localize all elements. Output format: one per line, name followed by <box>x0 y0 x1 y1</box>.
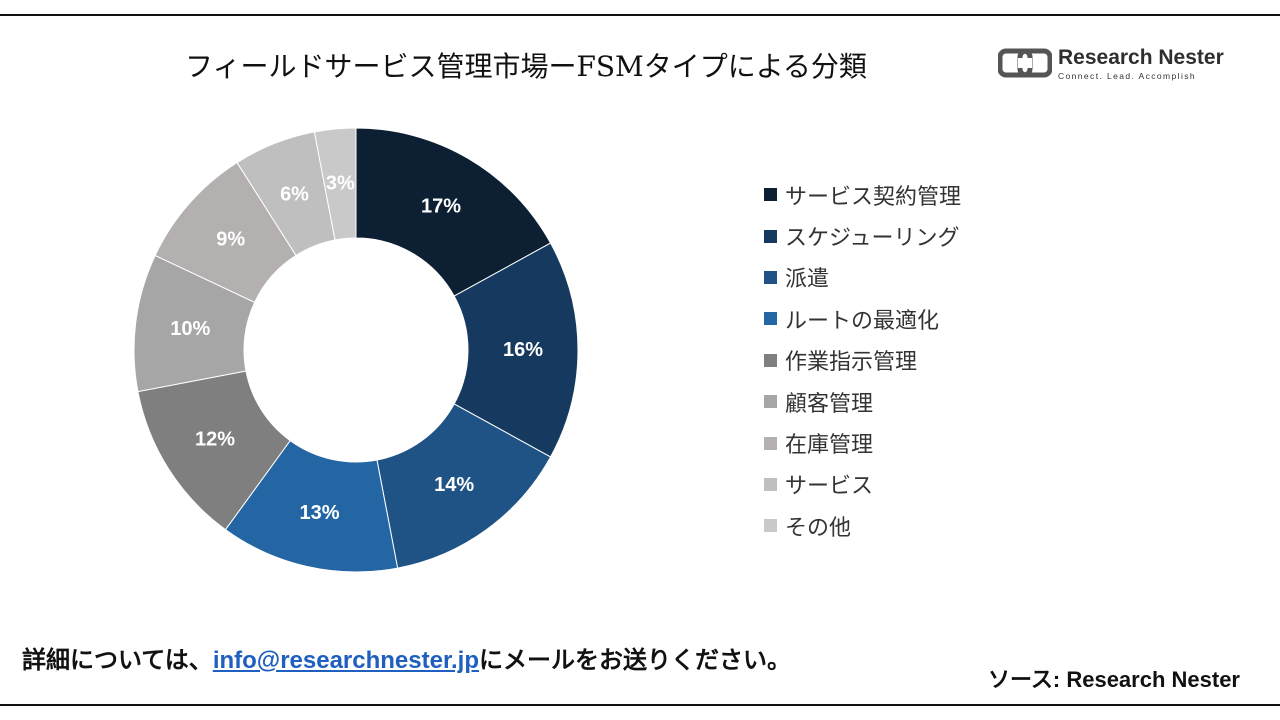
data-label-5: 12% <box>195 428 235 450</box>
legend-item-2: スケジューリング <box>764 215 961 256</box>
legend-item-7: 在庫管理 <box>764 422 961 463</box>
data-label-8: 6% <box>280 184 309 206</box>
legend-item-9: その他 <box>764 505 961 546</box>
legend-label-4: ルートの最適化 <box>785 308 940 334</box>
legend-swatch-4 <box>764 312 777 326</box>
legend-label-8: サービス <box>785 474 874 500</box>
legend-label-3: 派遣 <box>785 267 830 293</box>
legend-swatch-3 <box>764 270 777 284</box>
legend-item-6: 顧客管理 <box>764 381 961 422</box>
donut-slice-9 <box>313 127 357 241</box>
legend-label-5: 作業指示管理 <box>785 350 918 376</box>
legend-item-4: ルートの最適化 <box>764 298 961 339</box>
data-label-6: 10% <box>170 318 210 340</box>
legend-swatch-8 <box>764 477 777 491</box>
donut-slice-1 <box>355 127 552 297</box>
bottom-rule <box>0 704 1280 706</box>
contact-email-link[interactable]: info@researchnester.jp <box>212 647 479 674</box>
legend-swatch-7 <box>764 436 777 450</box>
legend-swatch-5 <box>764 353 777 367</box>
data-label-3: 14% <box>434 474 474 496</box>
legend-label-6: 顧客管理 <box>785 391 874 417</box>
chart-legend: サービス契約管理 スケジューリング 派遣ルートの最適化 作業指示管理 顧客管理在庫管理サ… <box>764 174 961 547</box>
legend-label-7: 在庫管理 <box>785 433 874 459</box>
legend-label-1: サービス契約管理 <box>785 184 962 210</box>
donut-slice-2 <box>453 242 579 458</box>
contact-note-suffix: にメールをお送りください。 <box>478 647 791 674</box>
data-label-9: 3% <box>326 173 355 195</box>
data-label-7: 9% <box>216 229 245 251</box>
data-label-2: 16% <box>503 339 543 361</box>
legend-item-1: サービス契約管理 <box>764 174 961 215</box>
legend-label-9: その他 <box>785 515 852 541</box>
legend-label-2: スケジューリング <box>785 226 960 252</box>
source-credit: ソース: Research Nester <box>988 667 1240 692</box>
legend-swatch-2 <box>764 229 777 243</box>
research-nester-logo: Research Nester Connect. Lead. Accomplis… <box>998 46 1228 86</box>
top-rule <box>0 14 1280 16</box>
legend-swatch-1 <box>764 188 777 202</box>
legend-swatch-9 <box>764 519 777 533</box>
legend-swatch-6 <box>764 395 777 409</box>
legend-item-3: 派遣 <box>764 257 961 298</box>
chart-title: フィールドサービス管理市場ーFSMタイプによる分類 <box>185 50 867 83</box>
logo-tagline: Connect. Lead. Accomplish <box>1058 71 1197 81</box>
logo-name: Research Nester <box>1058 46 1224 69</box>
logo-mark-icon <box>998 48 1052 78</box>
legend-item-5: 作業指示管理 <box>764 340 961 381</box>
donut-chart: 17% 16% 14% 13% 12% 10% 9% 6% 3% <box>133 127 579 573</box>
contact-note-prefix: 詳細については、 <box>22 647 213 674</box>
data-label-1: 17% <box>421 195 461 217</box>
data-label-4: 13% <box>300 502 340 524</box>
legend-item-8: サービス <box>764 464 961 505</box>
contact-note: 詳細については、info@researchnester.jpにメールをお送りくだ… <box>22 640 791 675</box>
